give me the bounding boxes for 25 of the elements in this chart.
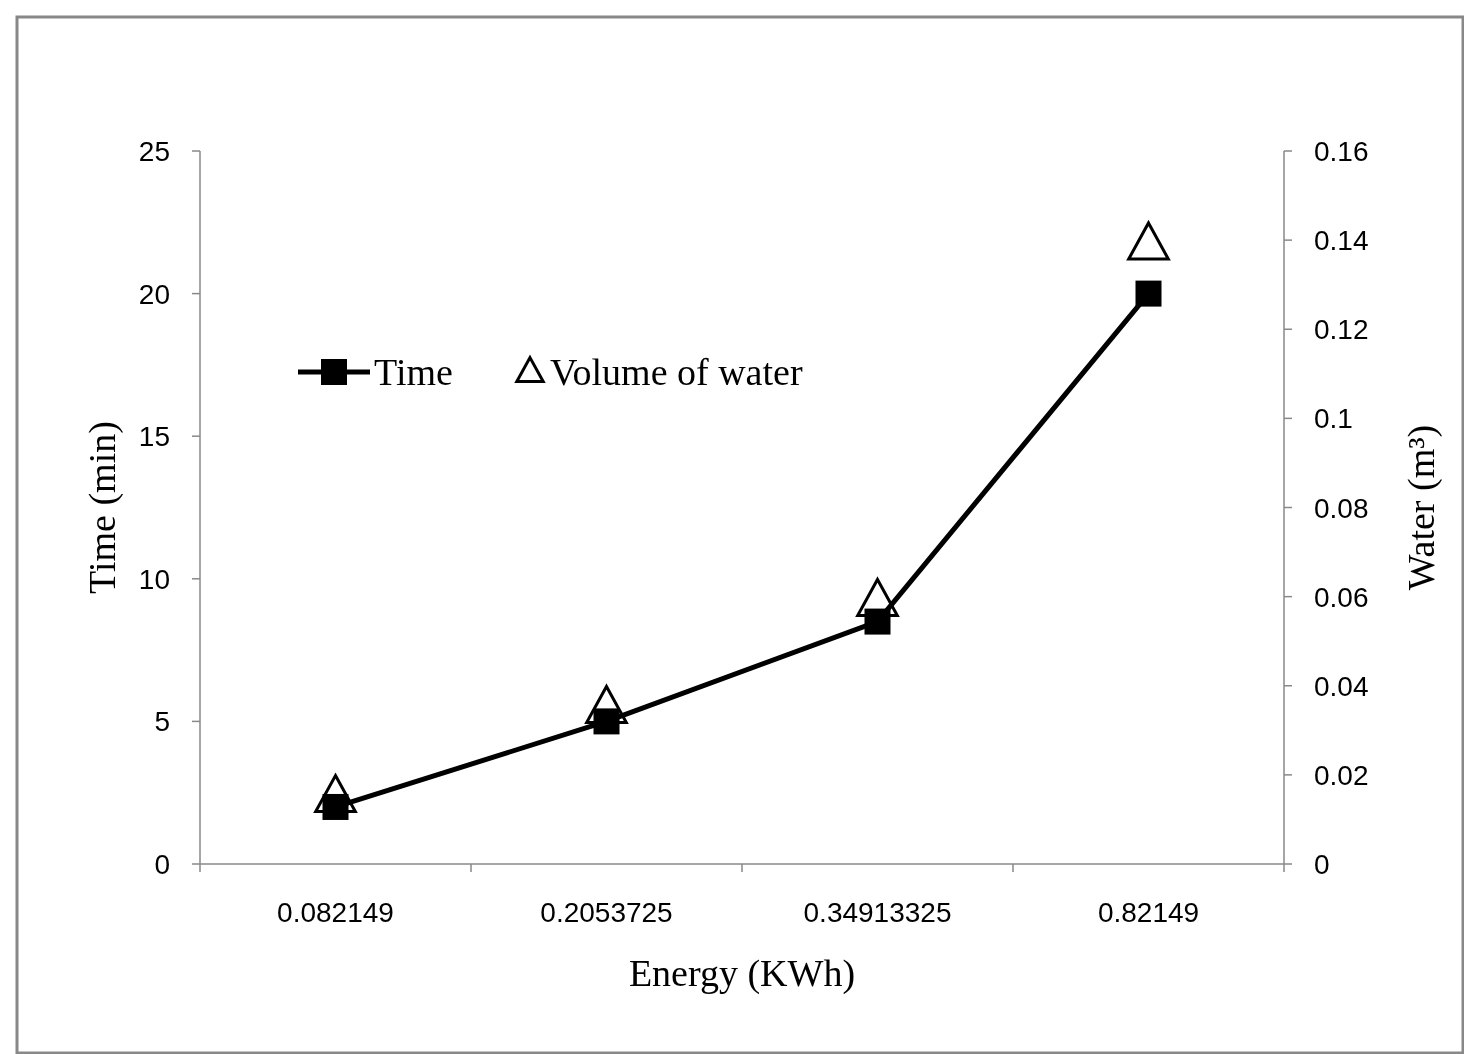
y-tick-label: 5 <box>154 706 170 738</box>
y-tick-label: 10 <box>138 563 170 595</box>
y2-tick-label: 0.06 <box>1314 581 1369 613</box>
y-axis-title: Time (min) <box>81 421 124 594</box>
y2-axis-title: Water (m³) <box>1400 424 1443 591</box>
point <box>1135 280 1162 307</box>
x-tick-label: 0.2053725 <box>540 897 673 928</box>
y2-tick-label: 0.02 <box>1314 759 1369 791</box>
y2-tick-label: 0.1 <box>1314 403 1353 435</box>
y2-tick-label: 0 <box>1314 849 1330 880</box>
y2-tick-label: 0.04 <box>1314 670 1369 702</box>
y-tick-label: 0 <box>154 849 170 880</box>
y-tick-label: 20 <box>138 278 170 310</box>
y-tick-label: 25 <box>138 136 170 167</box>
legend-label: Volume of water <box>550 351 803 393</box>
y-tick-label: 15 <box>138 421 170 453</box>
y2-tick-label: 0.12 <box>1314 314 1369 346</box>
legend-label: Time <box>374 351 453 393</box>
x-tick-label: 0.82149 <box>1097 897 1200 928</box>
x-axis-title: Energy (KWh) <box>628 952 856 995</box>
y2-tick-label: 0.16 <box>1314 136 1369 167</box>
y2-tick-label: 0.14 <box>1314 225 1369 257</box>
y2-tick-label: 0.08 <box>1314 492 1369 524</box>
x-tick-label: 0.082149 <box>277 897 394 928</box>
x-tick-label: 0.34913325 <box>803 897 952 928</box>
